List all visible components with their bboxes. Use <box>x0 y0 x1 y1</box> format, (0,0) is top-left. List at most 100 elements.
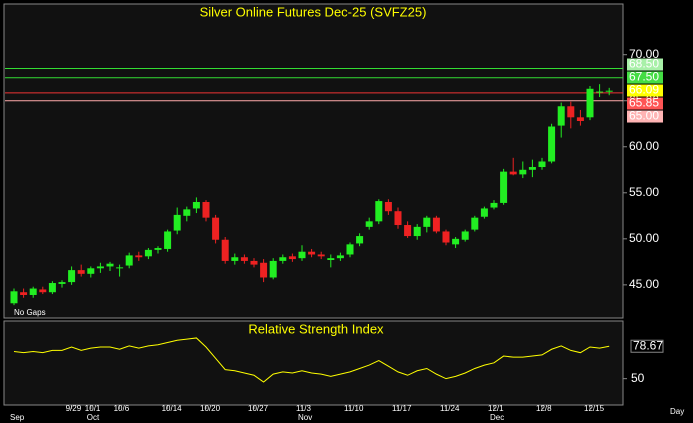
candle-body <box>548 126 556 162</box>
value-box-label: 68.50 <box>629 57 659 71</box>
candle-body <box>404 225 412 237</box>
candle-body <box>442 231 450 243</box>
candle-body <box>557 106 565 126</box>
candle-body <box>423 217 431 227</box>
candle-body <box>192 202 200 209</box>
month-label: Dec <box>490 413 504 422</box>
x-tick-label: 12/1 <box>488 404 504 413</box>
value-box <box>627 84 663 97</box>
candle-body <box>164 231 172 249</box>
candle-body <box>144 249 152 257</box>
candle-body <box>586 88 594 118</box>
x-tick-label: 12/8 <box>536 404 552 413</box>
candle-body <box>10 291 18 304</box>
candle-body <box>135 255 143 258</box>
y-tick-label: 50.00 <box>629 231 659 245</box>
value-box-label: 65.85 <box>629 96 659 110</box>
candle-body <box>48 283 56 293</box>
value-box-label: 78.67 <box>633 338 663 352</box>
y-tick-label: 55.00 <box>629 185 659 199</box>
rsi-panel <box>3 320 624 406</box>
candle-body <box>384 202 392 212</box>
candle-body <box>327 258 335 261</box>
candle-body <box>20 292 28 295</box>
candle-body <box>183 209 191 216</box>
candle-body <box>346 244 354 255</box>
candle-body <box>490 202 498 208</box>
y-tick-label: 60.00 <box>629 139 659 153</box>
candle-body <box>471 217 479 230</box>
candle-body <box>596 91 604 93</box>
candle-body <box>58 282 66 284</box>
candle-body <box>125 255 133 266</box>
x-tick-label: 11/24 <box>440 404 460 413</box>
rsi-title: Relative Strength Index <box>248 321 384 336</box>
candle-body <box>87 268 95 274</box>
candle-body <box>605 90 613 92</box>
candle-body <box>375 201 383 222</box>
candle-body <box>336 255 344 259</box>
candle-body <box>519 169 527 175</box>
candle-body <box>116 267 124 269</box>
candle-body <box>356 236 364 244</box>
candle-body <box>240 257 248 261</box>
x-tick-label: 11/17 <box>392 404 412 413</box>
candle-body <box>202 202 210 218</box>
value-box-label: 66.09 <box>629 83 659 97</box>
candle-body <box>221 239 229 261</box>
candle-body <box>260 262 268 278</box>
candle-body <box>480 208 488 217</box>
candle-body <box>288 256 296 260</box>
candle-body <box>461 231 469 240</box>
candle-body <box>298 251 306 259</box>
candle-body <box>576 117 584 121</box>
x-tick-label: 11/10 <box>344 404 364 413</box>
candle-body <box>29 288 37 295</box>
candle-body <box>394 211 402 226</box>
candle-body <box>452 238 460 245</box>
candle-body <box>212 217 220 240</box>
x-tick-label: 10/14 <box>162 404 183 413</box>
candle-body <box>317 254 325 257</box>
candle-body <box>68 270 76 283</box>
candle-body <box>538 161 546 168</box>
y-tick-label: 50 <box>631 371 645 385</box>
month-label: Sep <box>10 413 25 422</box>
candle-body <box>279 257 287 261</box>
value-box-label: 65.00 <box>629 109 659 123</box>
candle-body <box>269 260 277 278</box>
candle-body <box>96 266 104 269</box>
value-box <box>627 110 663 123</box>
x-tick-label: 11/3 <box>296 404 312 413</box>
value-box <box>630 339 664 353</box>
candle-body <box>567 106 575 118</box>
candle-body <box>77 270 85 274</box>
candle-body <box>365 221 373 227</box>
x-tick-label: 10/27 <box>248 404 269 413</box>
month-label: Nov <box>298 413 312 422</box>
candle-body <box>528 167 536 170</box>
candle-body <box>173 214 181 231</box>
x-axis-label: Day <box>670 407 684 416</box>
candle-body <box>39 289 47 293</box>
x-tick-label: 10/1 <box>85 404 101 413</box>
x-tick-label: 10/6 <box>114 404 130 413</box>
chart-title: Silver Online Futures Dec-25 (SVFZ25) <box>200 4 427 19</box>
rsi-line <box>13 337 610 383</box>
candle-body <box>250 260 258 265</box>
annotation: No Gaps <box>14 308 46 317</box>
candle-body <box>509 171 517 175</box>
month-label: Oct <box>87 413 100 422</box>
value-box <box>627 58 663 71</box>
price-panel <box>3 3 624 319</box>
candle-body <box>500 171 508 203</box>
candle-body <box>432 217 440 232</box>
x-tick-label: 9/29 <box>66 404 82 413</box>
y-tick-label: 70.00 <box>629 47 659 61</box>
y-tick-label: 45.00 <box>629 277 659 291</box>
candle-body <box>231 257 239 261</box>
x-tick-label: 12/15 <box>584 404 605 413</box>
candle-body <box>308 251 316 255</box>
x-tick-label: 10/20 <box>200 404 221 413</box>
